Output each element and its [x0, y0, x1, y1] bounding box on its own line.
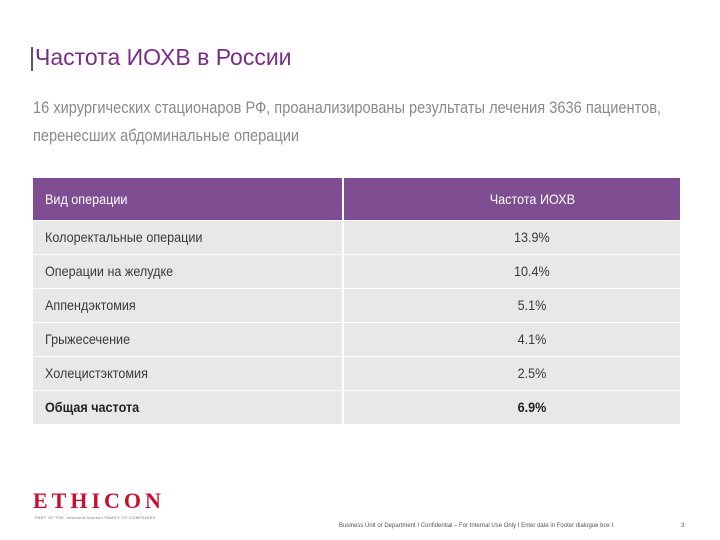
table-row: Холецистэктомия 2.5%	[33, 355, 680, 390]
table-row: Операции на желудке 10.4%	[33, 253, 680, 288]
total-label-cell: Общая частота	[33, 389, 344, 424]
total-rate-cell: 6.9%	[343, 389, 680, 424]
rate-cell: 13.9%	[343, 219, 680, 254]
operation-cell: Грыжесечение	[33, 321, 344, 356]
ethicon-logo: ETHICON	[33, 488, 165, 513]
intro-line-1: 16 хирургических стационаров РФ, проанал…	[33, 98, 662, 117]
header-operation-type: Вид операции	[33, 178, 344, 220]
table-row: Аппендэктомия 5.1%	[33, 287, 680, 322]
operation-cell: Колоректальные операции	[33, 219, 344, 254]
table-total-row: Общая частота 6.9%	[33, 389, 680, 424]
footer-text: Business Unit or Department I Confidenti…	[339, 523, 614, 529]
operation-cell: Операции на желудке	[33, 253, 344, 288]
page-number: 3	[681, 523, 685, 529]
ssi-rate-table: Вид операции Частота ИОХВ Колоректальные…	[33, 178, 680, 424]
rate-cell: 4.1%	[343, 321, 680, 356]
rate-cell: 10.4%	[343, 253, 680, 288]
table-row: Колоректальные операции 13.9%	[33, 219, 680, 254]
rate-cell: 2.5%	[343, 355, 680, 390]
title-accent-bar	[31, 47, 33, 71]
operation-cell: Аппендэктомия	[33, 287, 344, 322]
logo-tagline: PART OF THE Johnson&Johnson FAMILY OF CO…	[35, 515, 156, 520]
rate-cell: 5.1%	[343, 287, 680, 322]
slide-title: Частота ИОХВ в России	[35, 44, 292, 70]
table-row: Грыжесечение 4.1%	[33, 321, 680, 356]
header-ssi-rate: Частота ИОХВ	[489, 190, 575, 207]
intro-line-2: перенесших абдоминальные операции	[33, 126, 300, 145]
operation-cell: Холецистэктомия	[33, 355, 344, 390]
table-header-row: Вид операции Частота ИОХВ	[33, 178, 680, 220]
intro-text: 16 хирургических стационаров РФ, проанал…	[33, 94, 662, 150]
